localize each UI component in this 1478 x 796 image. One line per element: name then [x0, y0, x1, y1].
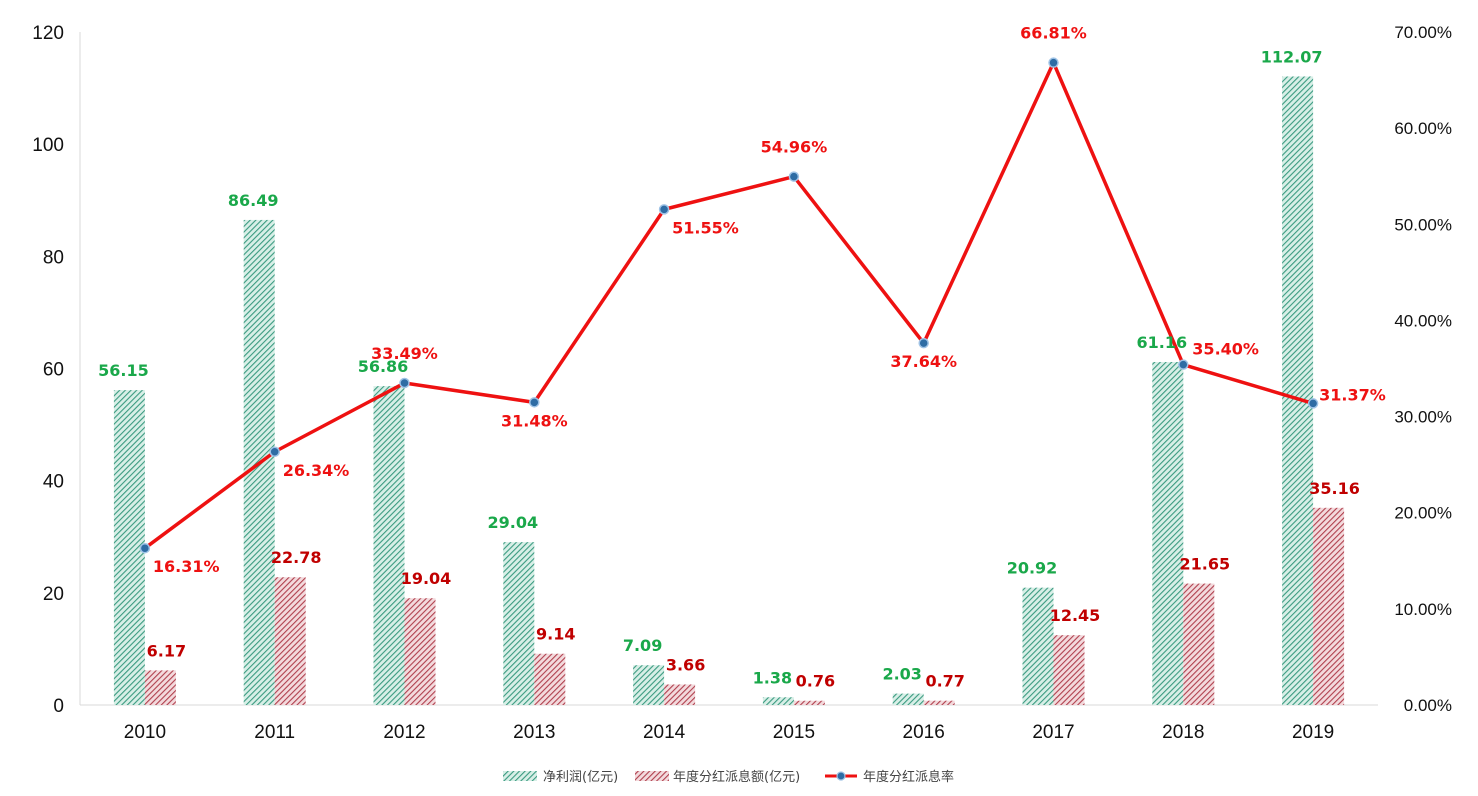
x-tick-label: 2014 — [643, 722, 686, 743]
net-profit-data-label: 20.92 — [1007, 559, 1058, 578]
payout-ratio-data-label: 26.34% — [283, 461, 350, 480]
dividend-amount-data-label: 12.45 — [1050, 606, 1101, 625]
dividend-amount-bar — [664, 684, 696, 705]
dividend-amount-data-label: 21.65 — [1179, 555, 1230, 574]
y-right-tick-label: 60.00% — [1394, 119, 1452, 138]
net-profit-data-label: 7.09 — [623, 636, 662, 655]
net-profit-data-label: 86.49 — [228, 191, 279, 210]
x-tick-label: 2016 — [903, 722, 945, 743]
line-layer — [139, 57, 1319, 554]
net-profit-bar — [1282, 76, 1314, 706]
x-tick-label: 2010 — [124, 722, 166, 743]
payout-ratio-point — [399, 377, 410, 389]
y-right-tick-label: 40.00% — [1394, 311, 1452, 330]
dividend-amount-data-label: 0.77 — [925, 672, 964, 691]
dividend-amount-data-label: 35.16 — [1309, 479, 1360, 498]
dividend-amount-bar — [1183, 583, 1215, 705]
payout-ratio-point — [918, 337, 929, 349]
dividend-amount-bar — [923, 700, 955, 705]
y-left-tick-label: 20 — [43, 584, 64, 605]
x-tick-label: 2018 — [1162, 722, 1204, 743]
y-left-tick-label: 100 — [32, 135, 64, 156]
dividend-amount-bar — [1313, 507, 1345, 705]
legend-net-profit-swatch — [503, 771, 537, 781]
net-profit-data-label: 56.15 — [98, 361, 149, 380]
y-right-tick-label: 30.00% — [1394, 408, 1452, 427]
legend-dividend-amount-swatch — [635, 771, 669, 781]
payout-ratio-data-label: 16.31% — [153, 557, 220, 576]
payout-ratio-point — [269, 446, 280, 458]
legend-net-profit-label: 净利润(亿元) — [543, 770, 618, 785]
net-profit-data-label: 112.07 — [1261, 47, 1323, 66]
payout-ratio-data-label: 54.96% — [761, 138, 828, 157]
dividend-amount-bar — [404, 598, 436, 705]
y-left-tick-label: 40 — [43, 472, 64, 493]
payout-ratio-data-label: 31.48% — [501, 411, 568, 430]
payout-ratio-point — [658, 204, 670, 215]
axes-layer: 0 20 40 60 80 100 120 0.00% 10.00% 20.00% 30.00% 40… — [32, 23, 1452, 743]
y-left-tick-label: 80 — [43, 247, 64, 268]
bars-layer — [113, 76, 1345, 706]
dividend-amount-data-label: 6.17 — [147, 641, 186, 660]
net-profit-data-label: 1.38 — [753, 668, 792, 687]
legend-dividend-amount-label: 年度分红派息额(亿元) — [673, 769, 800, 785]
net-profit-data-label: 29.04 — [487, 513, 538, 532]
dividend-amount-data-label: 0.76 — [796, 672, 835, 691]
legend-payout-ratio-label: 年度分红派息率 — [863, 769, 954, 785]
x-tick-label: 2012 — [383, 722, 425, 743]
y-right-tick-label: 50.00% — [1394, 215, 1452, 234]
y-left-tick-label: 120 — [32, 23, 64, 44]
payout-ratio-data-label: 51.55% — [672, 218, 739, 237]
payout-ratio-point — [139, 542, 151, 554]
x-tick-label: 2013 — [513, 722, 555, 743]
legend-payout-ratio-marker — [836, 771, 846, 781]
x-tick-label: 2011 — [254, 722, 295, 743]
net-profit-bar — [892, 693, 924, 705]
net-profit-bar — [503, 542, 535, 705]
dividend-amount-data-label: 19.04 — [401, 569, 452, 588]
y-right-tick-label: 0.00% — [1404, 696, 1452, 715]
net-profit-bar — [373, 386, 405, 705]
labels-layer: 56.15 6.17 86.49 22.78 56.86 19.04 29.04 9.14 7.… — [98, 24, 1386, 691]
net-profit-bar — [762, 697, 794, 705]
y-left-tick-label: 60 — [43, 360, 64, 381]
net-profit-bar — [633, 665, 665, 705]
dividend-amount-bar — [793, 700, 825, 705]
x-tick-label: 2015 — [773, 722, 815, 743]
payout-ratio-data-label: 33.49% — [371, 344, 438, 363]
dividend-amount-data-label: 3.66 — [666, 655, 705, 674]
legend: 净利润(亿元) 年度分红派息额(亿元) 年度分红派息率 — [503, 769, 954, 785]
dividend-amount-bar — [274, 577, 306, 705]
payout-ratio-point — [1048, 57, 1059, 68]
dividend-amount-data-label: 22.78 — [271, 548, 322, 567]
net-profit-bar — [1152, 361, 1184, 705]
y-right-tick-label: 10.00% — [1394, 600, 1452, 619]
payout-ratio-point — [1178, 359, 1189, 370]
payout-ratio-data-label: 66.81% — [1020, 24, 1087, 43]
x-tick-label: 2019 — [1292, 722, 1334, 743]
payout-ratio-point — [788, 171, 800, 182]
dividend-amount-bar — [1053, 635, 1085, 705]
net-profit-data-label: 2.03 — [882, 665, 921, 684]
payout-ratio-data-label: 37.64% — [890, 352, 957, 371]
x-tick-label: 2017 — [1032, 722, 1074, 743]
net-profit-data-label: 56.86 — [358, 357, 409, 376]
y-right-tick-label: 70.00% — [1394, 23, 1452, 42]
y-right-tick-label: 20.00% — [1394, 504, 1452, 523]
payout-ratio-data-label: 35.40% — [1192, 340, 1259, 359]
dividend-amount-bar — [144, 670, 176, 705]
net-profit-data-label: 61.16 — [1136, 333, 1187, 352]
payout-ratio-point — [529, 397, 540, 408]
dividend-amount-bar — [534, 653, 566, 705]
net-profit-bar — [1022, 587, 1054, 705]
y-left-tick-label: 0 — [53, 696, 64, 717]
dividend-amount-data-label: 9.14 — [536, 625, 575, 644]
payout-ratio-point — [1307, 398, 1319, 409]
payout-ratio-line — [143, 60, 1314, 550]
payout-ratio-data-label: 31.37% — [1319, 385, 1386, 404]
